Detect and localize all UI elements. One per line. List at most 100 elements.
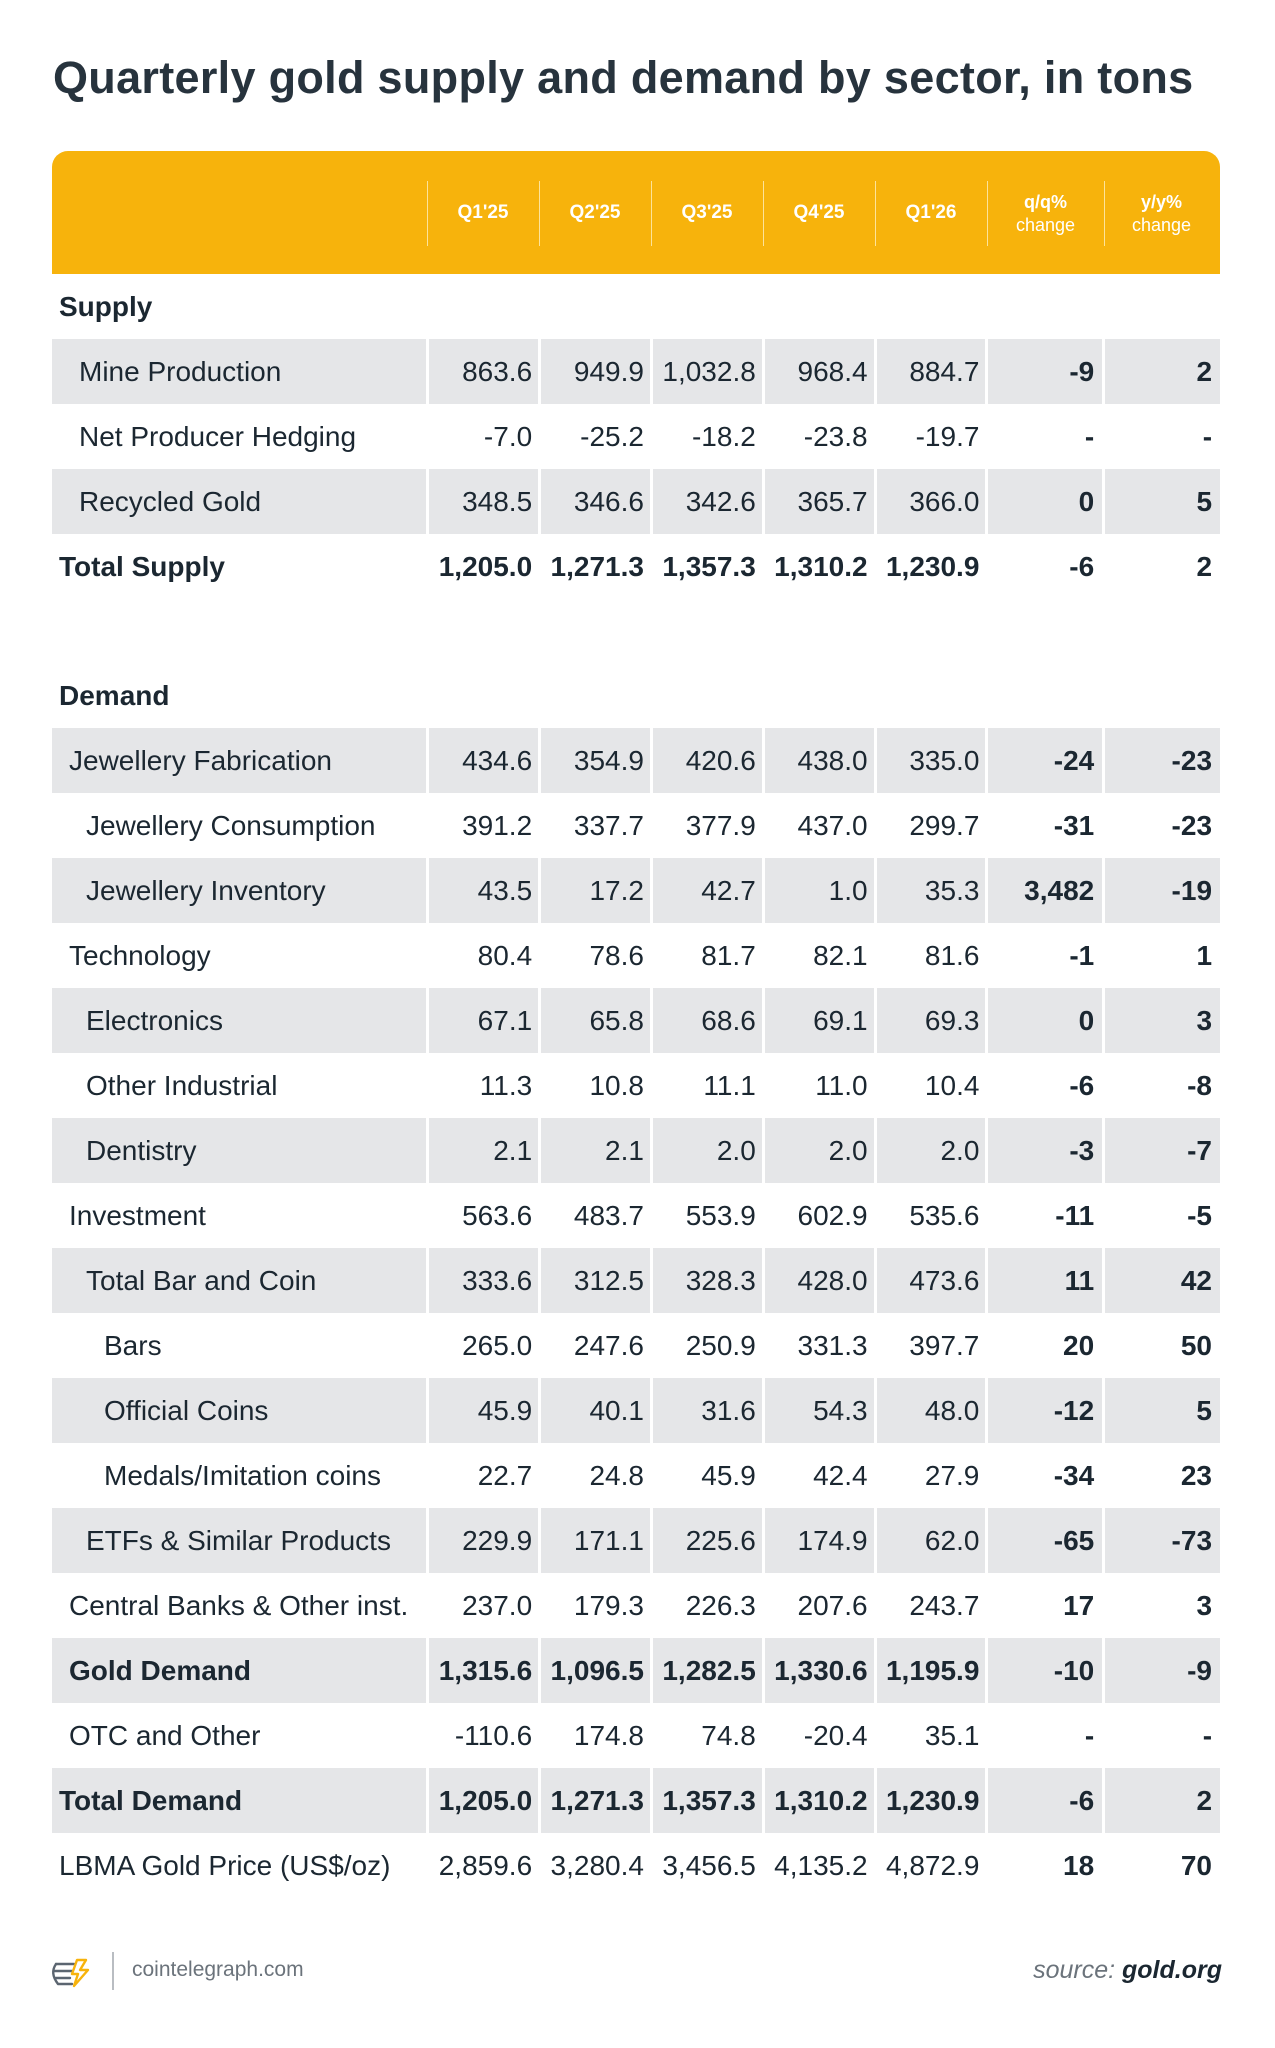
row-value: 80.4 <box>477 939 533 971</box>
row-yy-change: 50 <box>1180 1329 1212 1361</box>
header-yy-change: y/y% change <box>1104 151 1219 274</box>
row-value: 68.6 <box>652 988 762 1053</box>
table-row: Electronics 67.1 65.8 68.6 69.1 69.3 0 3 <box>52 988 1221 1053</box>
row-value: 949.9 <box>541 339 650 404</box>
row-value: 312.5 <box>541 1248 650 1313</box>
row-qq-change: 0 <box>988 988 1103 1053</box>
row-value: 1,330.6 <box>764 1638 874 1703</box>
row-yy-change: -19 <box>1105 858 1221 923</box>
row-value: -110.6 <box>454 1719 533 1751</box>
table-row: Jewellery Inventory 43.5 17.2 42.7 1.0 35.3 3,… <box>52 858 1221 923</box>
row-value: 42.7 <box>652 858 762 923</box>
row-value: 354.9 <box>541 728 650 793</box>
row-value: 1,357.3 <box>662 550 756 582</box>
row-qq-change: -1 <box>1069 939 1095 971</box>
row-value: 265.0 <box>462 1329 533 1361</box>
row-value: 348.5 <box>429 469 539 534</box>
row-value: -7.0 <box>483 420 533 452</box>
header-q1-25: Q1'25 <box>427 151 539 274</box>
row-value: 3,280.4 <box>550 1849 644 1881</box>
row-value: 243.7 <box>909 1589 980 1621</box>
row-value: 337.7 <box>573 809 644 841</box>
row-label: Technology <box>69 939 211 971</box>
table-row: Total Supply 1,205.0 1,271.3 1,357.3 1,310.2… <box>52 534 1220 599</box>
row-qq-change: -6 <box>988 1768 1103 1833</box>
row-value: 968.4 <box>764 339 874 404</box>
row-value: -20.4 <box>803 1719 868 1751</box>
row-value: 43.5 <box>429 858 539 923</box>
table-row: Dentistry 2.1 2.1 2.0 2.0 2.0 -3 -7 <box>52 1118 1221 1183</box>
row-qq-change: - <box>1084 420 1095 452</box>
table-row: Investment 563.6 483.7 553.9 602.9 535.6 -11 -5 <box>52 1183 1220 1248</box>
row-label: Recycled Gold <box>52 469 427 534</box>
table-row: Total Demand 1,205.0 1,271.3 1,357.3 1,310.2… <box>52 1768 1221 1833</box>
row-value: 438.0 <box>764 728 874 793</box>
row-value: 24.8 <box>589 1459 644 1491</box>
row-value: 365.7 <box>764 469 874 534</box>
row-value: 1,310.2 <box>764 1768 874 1833</box>
table-row: Bars 265.0 247.6 250.9 331.3 397.7 20 50 <box>52 1313 1220 1378</box>
page-title: Quarterly gold supply and demand by sect… <box>53 52 1194 103</box>
row-value: 1,357.3 <box>652 1768 762 1833</box>
row-value: 366.0 <box>876 469 986 534</box>
row-value: 473.6 <box>876 1248 986 1313</box>
row-value: 4,872.9 <box>885 1849 980 1881</box>
table-row: Other Industrial 11.3 10.8 11.1 11.0 10.4 -6 -8 <box>52 1053 1220 1118</box>
row-value: 333.6 <box>429 1248 539 1313</box>
row-value: 250.9 <box>685 1329 756 1361</box>
row-value: 11.0 <box>815 1069 868 1101</box>
section-heading-label: Supply <box>59 290 153 322</box>
footer: cointelegraph.com source: gold.org <box>50 1950 1222 2000</box>
table-row: Total Bar and Coin 333.6 312.5 328.3 428.0 47… <box>52 1248 1221 1313</box>
row-value: 67.1 <box>429 988 539 1053</box>
row-value: 434.6 <box>429 728 539 793</box>
row-label: Dentistry <box>52 1118 427 1183</box>
row-value: 1,230.9 <box>876 1768 986 1833</box>
row-value: 884.7 <box>876 339 986 404</box>
source-prefix: source: <box>1033 1956 1116 1984</box>
row-value: 342.6 <box>652 469 762 534</box>
section-heading-label: Demand <box>59 679 170 711</box>
source-name[interactable]: gold.org <box>1122 1956 1222 1984</box>
row-yy-change: 3 <box>1196 1589 1213 1621</box>
footer-site-link[interactable]: cointelegraph.com <box>132 1958 304 1981</box>
row-qq-change: 20 <box>1063 1329 1095 1361</box>
row-value: 48.0 <box>876 1378 986 1443</box>
row-qq-change: -34 <box>1053 1459 1095 1491</box>
row-label: Mine Production <box>52 339 427 404</box>
row-yy-change: 42 <box>1105 1248 1221 1313</box>
row-qq-change: -24 <box>988 728 1103 793</box>
row-yy-change: 5 <box>1105 469 1221 534</box>
row-label: Net Producer Hedging <box>79 420 357 452</box>
row-value: 1,310.2 <box>774 550 868 582</box>
row-yy-change: -8 <box>1187 1069 1213 1101</box>
row-value: 11.1 <box>703 1069 756 1101</box>
row-label: Jewellery Inventory <box>52 858 427 923</box>
row-value: 331.3 <box>797 1329 868 1361</box>
row-qq-change: -6 <box>1069 1069 1095 1101</box>
row-value: 535.6 <box>909 1199 980 1231</box>
row-value: 563.6 <box>462 1199 533 1231</box>
row-value: 2.0 <box>876 1118 986 1183</box>
table-row: Jewellery Fabrication 434.6 354.9 420.6 438.… <box>52 728 1221 793</box>
table-row: Technology 80.4 78.6 81.7 82.1 81.6 -1 1 <box>52 923 1220 988</box>
row-yy-change: 2 <box>1196 550 1213 582</box>
row-value: 863.6 <box>429 339 539 404</box>
row-value: 397.7 <box>909 1329 980 1361</box>
row-value: 54.3 <box>764 1378 874 1443</box>
row-value: 602.9 <box>797 1199 868 1231</box>
table-row: Central Banks & Other inst. 237.0 179.3 226… <box>52 1573 1220 1638</box>
section-heading-demand: Demand <box>52 663 1220 728</box>
row-value: 45.9 <box>701 1459 756 1491</box>
row-qq-change: 18 <box>1063 1849 1095 1881</box>
row-value: 45.9 <box>429 1378 539 1443</box>
row-value: 2.1 <box>541 1118 650 1183</box>
row-yy-change: -23 <box>1105 728 1221 793</box>
row-value: 377.9 <box>685 809 756 841</box>
row-value: 27.9 <box>924 1459 980 1491</box>
header-q1-26: Q1'26 <box>875 151 987 274</box>
row-value: 42.4 <box>813 1459 868 1491</box>
row-value: 428.0 <box>764 1248 874 1313</box>
row-qq-change: -65 <box>988 1508 1103 1573</box>
header-label-column <box>52 151 427 274</box>
